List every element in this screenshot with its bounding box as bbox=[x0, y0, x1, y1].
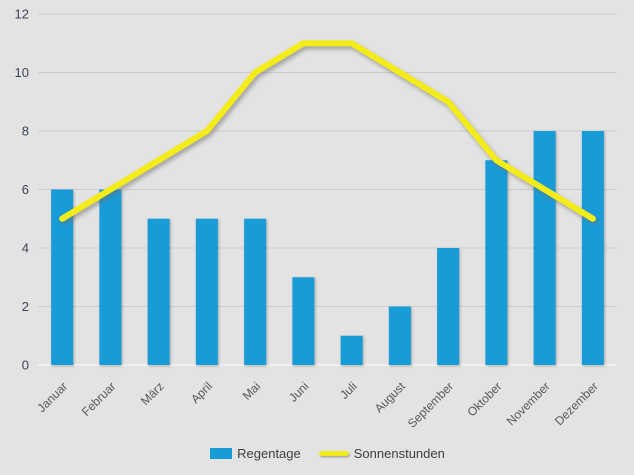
legend-item-regentage: Regentage bbox=[210, 446, 301, 461]
bar-november bbox=[533, 131, 556, 365]
bar-juli bbox=[340, 335, 363, 365]
bar-juni bbox=[292, 277, 315, 365]
bar-februar bbox=[99, 189, 122, 365]
y-axis-tick-label: 10 bbox=[15, 65, 29, 80]
bar-august bbox=[388, 306, 411, 365]
y-axis-tick-label: 0 bbox=[22, 358, 29, 373]
regentage-swatch-icon bbox=[210, 447, 233, 459]
legend-label-sonnenstunden: Sonnenstunden bbox=[353, 445, 445, 461]
bar-januar bbox=[51, 189, 74, 365]
bar-oktober bbox=[485, 160, 508, 365]
y-axis-tick-label: 12 bbox=[15, 7, 29, 22]
sonnenstunden-line bbox=[59, 40, 596, 222]
bar-september bbox=[437, 248, 460, 365]
legend-label-regentage: Regentage bbox=[237, 445, 301, 461]
sonnenstunden-swatch-icon bbox=[318, 450, 349, 456]
bar-dezember bbox=[581, 131, 604, 365]
bar-märz bbox=[147, 218, 170, 365]
bar-mai bbox=[244, 218, 267, 365]
chart-legend: Regentage Sonnenstunden bbox=[38, 441, 617, 465]
bar-april bbox=[195, 218, 218, 365]
y-axis-tick-label: 4 bbox=[22, 241, 29, 256]
y-axis-tick-label: 2 bbox=[22, 299, 29, 314]
legend-item-sonnenstunden: Sonnenstunden bbox=[318, 445, 445, 461]
y-axis-tick-label: 8 bbox=[22, 124, 29, 139]
y-axis-tick-label: 6 bbox=[22, 182, 29, 197]
